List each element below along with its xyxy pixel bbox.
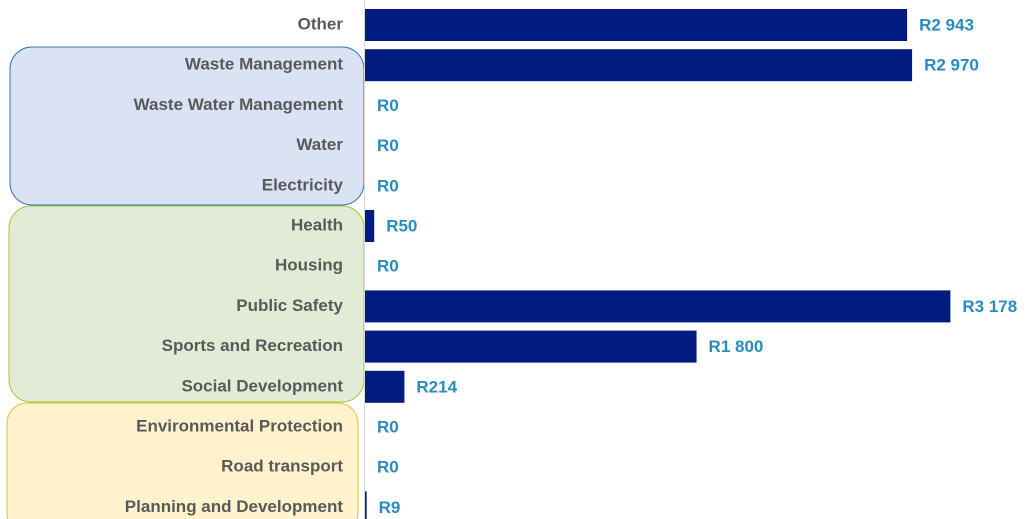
value-label: R2 943: [919, 15, 974, 34]
value-label: R0: [377, 136, 399, 155]
value-label: R3 178: [962, 297, 1017, 316]
value-label: R214: [416, 377, 457, 396]
value-label: R0: [377, 96, 399, 115]
value-label: R1 800: [709, 337, 764, 356]
bar: [365, 330, 697, 363]
bar: [365, 370, 405, 403]
category-label: Planning and Development: [125, 497, 344, 516]
category-label: Electricity: [262, 175, 344, 194]
value-label: R0: [377, 458, 399, 477]
bar: [365, 491, 367, 519]
value-label: R0: [377, 176, 399, 195]
category-label: Waste Management: [185, 55, 343, 74]
category-label: Housing: [275, 256, 343, 275]
category-label: Sports and Recreation: [162, 336, 343, 355]
bar: [365, 49, 913, 82]
category-label: Health: [291, 215, 343, 234]
value-label: R0: [377, 417, 399, 436]
bar: [365, 210, 375, 242]
category-label: Other: [298, 14, 344, 33]
value-label: R50: [386, 216, 417, 235]
category-label: Social Development: [181, 376, 343, 395]
group-box: [6, 402, 359, 519]
category-label: Public Safety: [236, 296, 343, 315]
category-label: Road transport: [221, 457, 343, 476]
category-label: Environmental Protection: [136, 416, 343, 435]
value-label: R2 970: [924, 56, 979, 75]
value-label: R0: [377, 257, 399, 276]
value-label: R9: [379, 498, 401, 517]
bar: [365, 290, 951, 323]
bar: [365, 9, 908, 41]
category-label: Waste Water Management: [134, 95, 344, 114]
category-label: Water: [296, 135, 343, 154]
